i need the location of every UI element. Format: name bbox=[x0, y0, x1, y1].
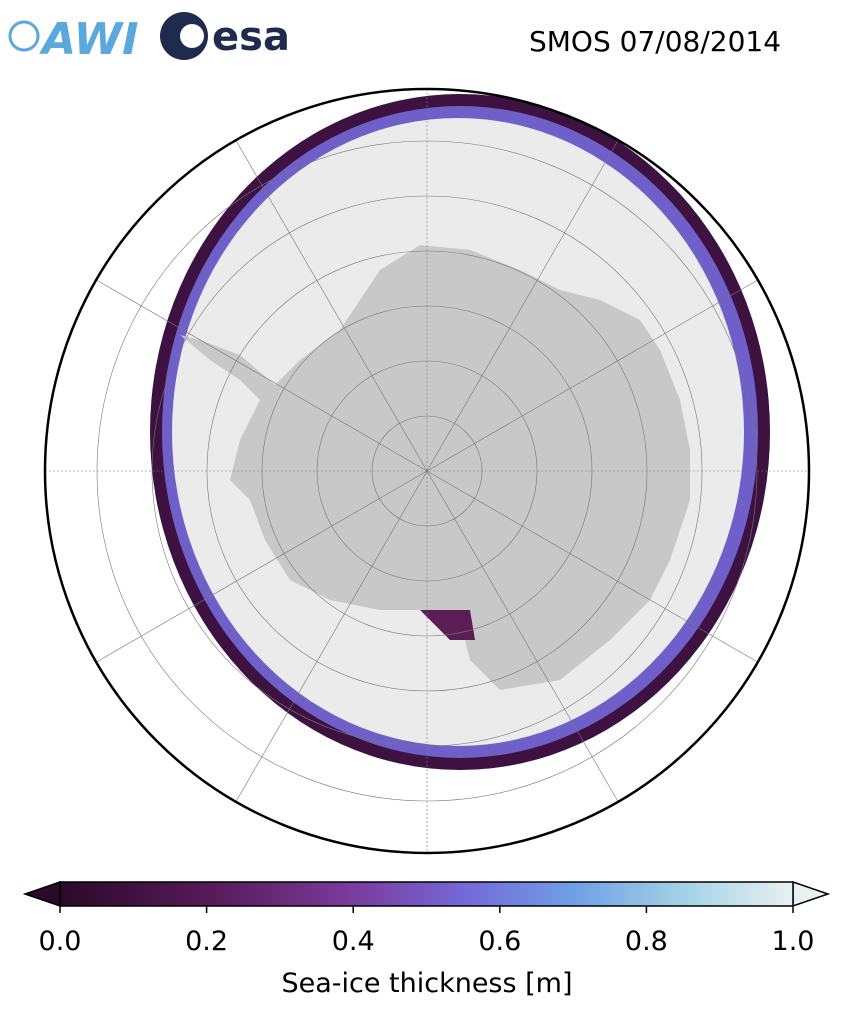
colorbar-tick-label: 0.6 bbox=[478, 926, 521, 957]
colorbar-tick-label: 1.0 bbox=[772, 926, 815, 957]
esa-icon-inner bbox=[180, 24, 204, 48]
colorbar-extend-low bbox=[22, 880, 61, 908]
graticule bbox=[45, 89, 809, 853]
map-frame bbox=[43, 87, 811, 855]
colorbar bbox=[22, 880, 831, 908]
colorbar-bar bbox=[59, 881, 794, 907]
antarctica bbox=[180, 245, 690, 690]
colorbar-tick-label: 0.0 bbox=[39, 926, 82, 957]
colorbar-tick-label: 0.8 bbox=[625, 926, 668, 957]
awi-icon bbox=[8, 20, 40, 52]
map-title: SMOS 07/08/2014 bbox=[529, 25, 781, 58]
logos: AWI esa bbox=[8, 12, 290, 65]
colorbar-label: Sea-ice thickness [m] bbox=[281, 968, 572, 999]
colorbar-tick-label: 0.4 bbox=[332, 926, 375, 957]
colorbar-tick-label: 0.2 bbox=[185, 926, 228, 957]
esa-logo: esa bbox=[212, 14, 290, 60]
map bbox=[45, 89, 809, 853]
awi-logo: AWI bbox=[39, 14, 139, 65]
colorbar-extend-high bbox=[792, 880, 831, 908]
